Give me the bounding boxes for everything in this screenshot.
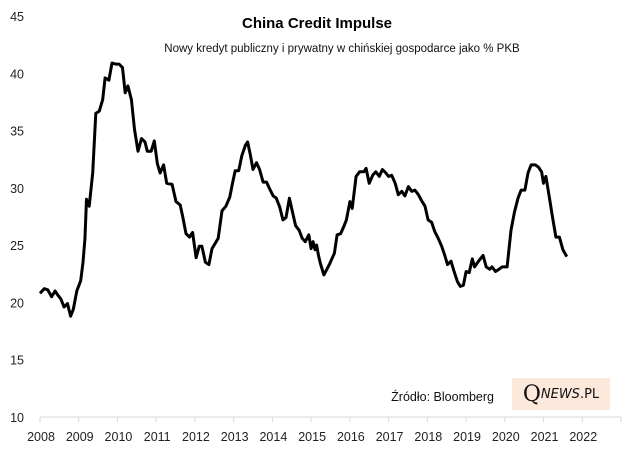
y-tick-label: 35 (10, 125, 24, 139)
y-tick-label: 15 (10, 354, 24, 368)
series-line-china-credit-impulse (38, 61, 569, 318)
x-tick-label: 2012 (182, 430, 210, 444)
y-tick-label: 10 (10, 411, 24, 425)
y-tick-label: 45 (10, 10, 24, 24)
x-tick-label: 2015 (298, 430, 326, 444)
x-tick-label: 2022 (569, 430, 597, 444)
logo-pl: .PL (579, 386, 600, 402)
x-tick-label: 2009 (66, 430, 94, 444)
chart-title: China Credit Impulse (242, 15, 392, 32)
logo-news: NEWS (540, 386, 580, 402)
x-tick-label: 2008 (27, 430, 55, 444)
x-tick-label: 2017 (376, 430, 404, 444)
y-tick-label: 25 (10, 239, 24, 253)
x-tick-label: 2010 (105, 430, 133, 444)
x-tick-label: 2019 (453, 430, 481, 444)
chart-subtitle: Nowy kredyt publiczny i prywatny w chińs… (164, 43, 520, 55)
source-label: Źródło: Bloomberg (391, 389, 494, 404)
x-tick-label: 2013 (221, 430, 249, 444)
x-tick-label: 2020 (492, 430, 520, 444)
x-tick-label: 2011 (144, 430, 171, 444)
logo-q: Q (522, 381, 541, 407)
qnews-logo: Q NEWS .PL (512, 378, 610, 410)
x-tick-label: 2018 (414, 430, 442, 444)
x-tick-label: 2014 (259, 430, 287, 444)
x-tick-label: 2016 (337, 430, 365, 444)
x-tick-label: 2021 (531, 430, 559, 444)
y-tick-label: 40 (10, 67, 24, 81)
y-tick-label: 20 (10, 296, 24, 310)
y-tick-label: 30 (10, 182, 24, 196)
